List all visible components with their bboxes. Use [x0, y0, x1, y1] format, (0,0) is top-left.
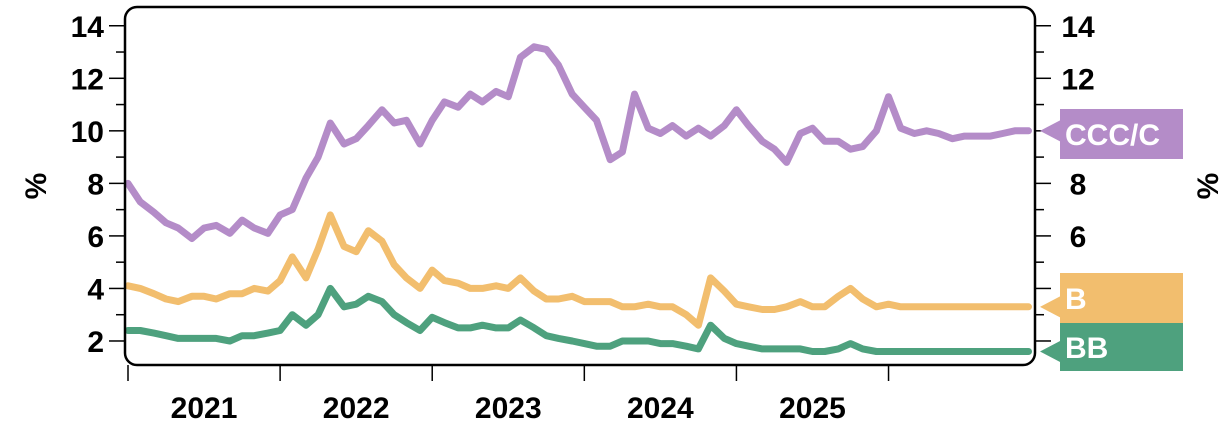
x-tick-label: 2022: [323, 392, 390, 425]
series-line-ccc-c: [124, 43, 1032, 242]
series-tag-pointer: [1040, 295, 1061, 318]
y-tick-label-left: 4: [87, 273, 104, 306]
y-tick-label-left: 8: [87, 168, 104, 201]
series-line-bb: [124, 284, 1032, 355]
x-tick-label: 2025: [779, 392, 846, 425]
y-tick-label-left: 2: [87, 326, 104, 359]
series-tag-box: [1060, 273, 1183, 323]
x-tick-label: 2023: [475, 392, 542, 425]
y-tick-label-right: 8: [1070, 168, 1087, 201]
series-layer: [124, 43, 1032, 355]
series-tag-label: BB: [1065, 332, 1108, 365]
series-tag-bb: BB: [1040, 323, 1183, 371]
plot-frame: [123, 5, 1037, 367]
x-axis: 2021 2022 2023 2024 2025: [127, 365, 890, 425]
series-tag-label: CCC/C: [1065, 119, 1160, 152]
series-line-b: [124, 211, 1032, 329]
y-axis-right-title: %: [1192, 173, 1225, 200]
x-tick-label: 2021: [171, 392, 238, 425]
y-tick-label-right: 12: [1061, 63, 1094, 96]
y-axis-left-title: %: [20, 173, 53, 200]
y-tick-label-right: 14: [1061, 11, 1095, 44]
y-tick-label-right: 6: [1070, 221, 1087, 254]
series-tag-pointer: [1040, 119, 1061, 142]
x-tick-label: 2024: [627, 392, 694, 425]
series-tag-pointer: [1040, 340, 1061, 363]
y-tick-label-left: 14: [71, 11, 105, 44]
series-tag-label: B: [1065, 283, 1087, 316]
y-tick-label-left: 12: [71, 63, 104, 96]
series-tag-ccc-c: CCC/C: [1040, 109, 1183, 159]
series-tag-box: [1060, 109, 1183, 159]
y-axis-left: 2 4 6 8 10 12 14: [71, 11, 125, 359]
y-tick-label-left: 10: [71, 116, 104, 149]
y-tick-label-left: 6: [87, 221, 104, 254]
series-tag-b: B: [1040, 273, 1183, 323]
series-tag-box: [1060, 323, 1183, 371]
